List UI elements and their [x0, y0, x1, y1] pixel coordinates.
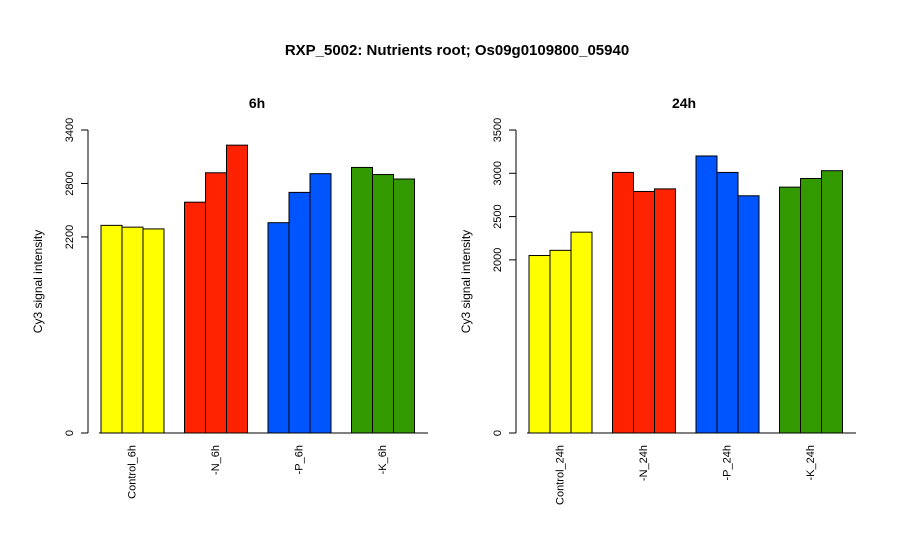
y-tick-label: 3500: [492, 118, 504, 142]
x-tick-label: -K_6h: [377, 445, 389, 474]
panel-title: 24h: [672, 95, 696, 111]
bar--K_6h-3: [393, 178, 415, 434]
bar-Control_24h-1: [528, 255, 551, 434]
bar--N_24h-1: [612, 171, 634, 434]
x-tick-label: Control_24h: [554, 445, 566, 505]
x-tick-label: -K_24h: [805, 445, 817, 480]
bar-Control_6h-2: [121, 226, 144, 434]
y-tick-label: 3000: [492, 161, 504, 185]
bar--N_6h-2: [205, 172, 227, 434]
bar-Control_6h-1: [100, 224, 123, 434]
bar--P_24h-3: [737, 195, 760, 434]
y-axis-label: Cy3 signal intensity: [459, 230, 473, 333]
bar--P_24h-2: [716, 171, 739, 434]
y-tick-label: 2200: [64, 225, 76, 249]
bar--N_24h-2: [633, 190, 655, 434]
bar--P_24h-1: [695, 155, 718, 434]
bar-Control_24h-2: [549, 249, 572, 434]
panel-title: 6h: [249, 95, 265, 111]
x-tick-label: -N_24h: [638, 445, 650, 481]
y-tick-label: 3400: [64, 118, 76, 142]
bar--N_6h-1: [184, 201, 206, 434]
bar--K_6h-1: [351, 166, 373, 434]
bar--N_6h-3: [226, 144, 248, 434]
bar--K_6h-2: [372, 174, 394, 434]
bar--P_6h-2: [288, 191, 311, 434]
bar--K_24h-3: [821, 170, 843, 434]
panel-24h: 24h Cy3 signal intensity 0 2000 2500 3000 3500…: [459, 95, 856, 505]
x-tick-label: Control_6h: [126, 445, 138, 499]
y-axis-label: Cy3 signal intensity: [31, 230, 45, 333]
bar-Control_6h-3: [142, 228, 165, 434]
y-tick-label: 2800: [64, 171, 76, 195]
x-tick-label: -P_6h: [293, 445, 305, 474]
y-tick-label: 0: [64, 430, 76, 436]
x-tick-label: -N_6h: [210, 445, 222, 475]
figure-title: RXP_5002: Nutrients root; Os09g0109800_0…: [285, 42, 629, 59]
bar--P_6h-3: [309, 173, 332, 434]
bar-Control_24h-3: [570, 231, 593, 434]
x-tick-label: -P_24h: [721, 445, 733, 480]
bar--P_6h-1: [267, 222, 290, 434]
y-tick-label: 0: [492, 430, 504, 436]
bar--K_24h-2: [800, 177, 822, 434]
y-tick-label: 2000: [492, 248, 504, 272]
y-tick-label: 2500: [492, 204, 504, 228]
bar--K_24h-1: [779, 186, 801, 434]
panel-6h: 6h Cy3 signal intensity 0 2200 2800 3400 Contr…: [31, 95, 428, 499]
bar--N_24h-3: [654, 188, 676, 434]
